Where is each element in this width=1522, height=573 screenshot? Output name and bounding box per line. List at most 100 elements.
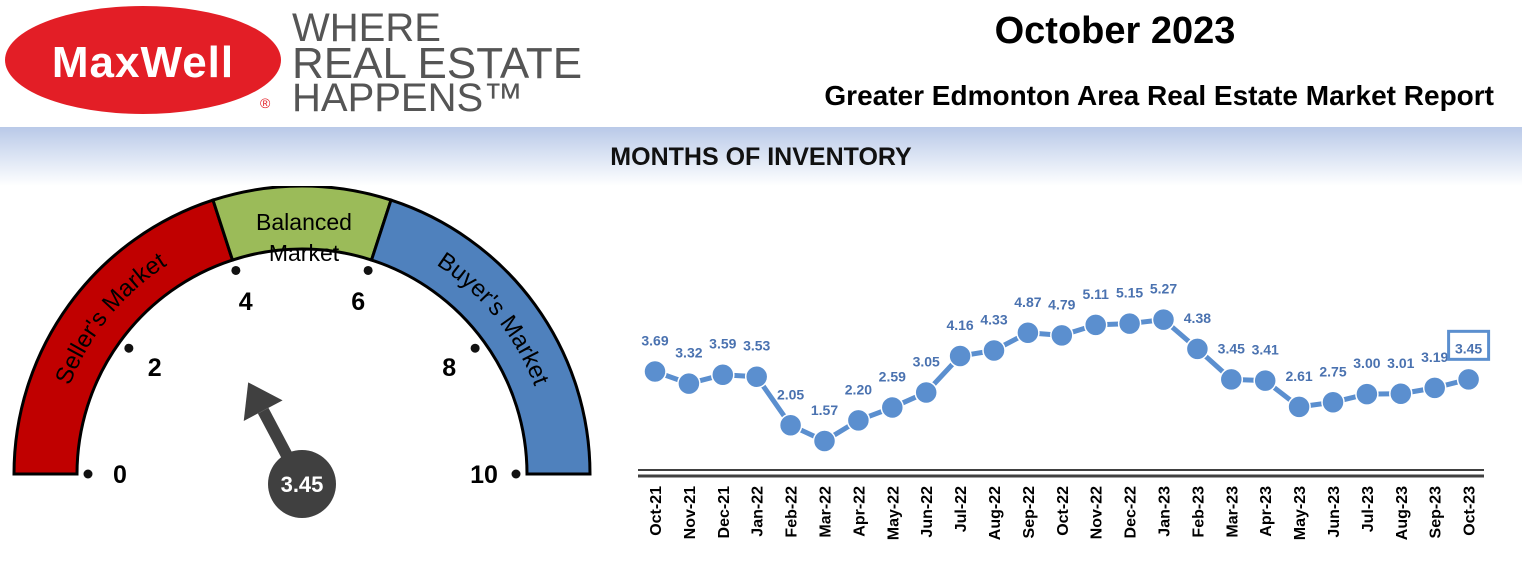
x-tick-label: Nov-22: [1089, 486, 1106, 539]
gauge-tick-label: 2: [148, 354, 162, 382]
data-label: 3.00: [1353, 355, 1380, 371]
data-point: [1219, 367, 1244, 392]
x-tick-label: Jun-22: [919, 486, 936, 538]
x-tick-label: Feb-22: [784, 486, 801, 538]
data-point: [1083, 313, 1108, 337]
data-point: [778, 413, 803, 438]
tagline-line-1: WHERE: [292, 6, 441, 50]
gauge-tick-dot: [124, 343, 134, 353]
data-point: [1456, 367, 1481, 392]
x-tick-label: May-23: [1292, 486, 1309, 540]
x-tick-label: Oct-23: [1462, 486, 1479, 536]
gauge-tick-label: 4: [239, 288, 253, 316]
x-tick-label: Jun-23: [1326, 486, 1343, 538]
data-point: [1253, 368, 1277, 393]
x-tick-label: Mar-23: [1224, 486, 1241, 538]
gauge-zone-sellers: [12, 198, 235, 476]
needle-arrowhead: [243, 382, 283, 421]
data-label: 3.05: [913, 353, 940, 369]
data-point: [1050, 323, 1074, 348]
data-label: 3.41: [1252, 342, 1279, 358]
data-label: 2.05: [777, 386, 804, 402]
data-point: [677, 371, 701, 396]
data-label: 2.59: [879, 369, 906, 385]
data-label: 4.79: [1048, 296, 1075, 312]
x-tick-label: Dec-22: [1123, 486, 1140, 539]
x-tick-label: Jan-22: [750, 486, 767, 537]
data-label: 3.45: [1218, 340, 1245, 356]
tagline-line-3: HAPPENS™: [292, 76, 524, 120]
data-point: [1117, 311, 1142, 336]
gauge-tick-label: 10: [470, 461, 498, 489]
data-label: 4.16: [946, 317, 973, 333]
data-point: [914, 380, 938, 405]
x-tick-label: Mar-22: [818, 486, 835, 538]
data-label: 3.53: [743, 338, 770, 354]
data-label: 5.27: [1150, 281, 1177, 297]
x-tick-label: Apr-23: [1258, 486, 1275, 537]
gauge-tick-dot: [363, 265, 373, 275]
logo-text: MaxWell: [51, 38, 235, 87]
data-point: [1422, 376, 1447, 400]
data-point: [1151, 307, 1176, 332]
x-tick-label: Sep-23: [1428, 486, 1445, 539]
tagline-line-2: REAL ESTATE: [292, 39, 583, 88]
gauge-tick-label: 0: [113, 461, 127, 489]
gauge-tick-dot: [470, 343, 480, 353]
data-point: [744, 364, 769, 389]
highlight-box: [1447, 329, 1491, 361]
data-label: 2.20: [845, 381, 872, 397]
section-band: [0, 127, 1522, 186]
inventory-line-chart: 3.69 Oct-21 3.32 Nov-21 3.59 Dec-21 3.53 Jan-22…: [638, 281, 1491, 540]
x-tick-label: Jan-23: [1157, 486, 1174, 537]
data-label: 3.19: [1421, 349, 1448, 365]
data-label: 5.15: [1116, 285, 1143, 301]
data-point: [711, 362, 735, 387]
inventory-gauge: Seller's Market Buyer's Market Balanced …: [12, 186, 592, 518]
data-point: [948, 344, 972, 368]
data-point: [880, 395, 905, 420]
report-title: October 2023: [994, 10, 1236, 52]
data-label: 3.69: [641, 332, 668, 348]
x-tick-label: Apr-22: [851, 486, 868, 537]
x-tick-label: Sep-22: [1021, 486, 1038, 539]
data-label: 4.33: [980, 311, 1007, 327]
data-label: 2.75: [1319, 363, 1346, 379]
data-label: 4.38: [1184, 310, 1211, 326]
registered-mark: ®: [260, 95, 271, 111]
data-point: [812, 429, 837, 453]
maxwell-logo[interactable]: [5, 6, 281, 114]
data-point: [982, 338, 1006, 363]
x-tick-label: Dec-21: [716, 486, 733, 539]
data-label: 3.45: [1455, 340, 1482, 356]
data-point: [1355, 382, 1379, 406]
data-point: [1016, 321, 1040, 345]
data-label: 5.11: [1082, 286, 1109, 302]
x-tick-label: Aug-22: [987, 486, 1004, 540]
report-subtitle: Greater Edmonton Area Real Estate Market…: [824, 80, 1494, 111]
data-point: [1185, 337, 1210, 361]
balanced-label-line-2: Market: [269, 240, 340, 266]
x-tick-label: Oct-21: [648, 486, 665, 536]
needle-hub: [268, 450, 336, 518]
x-tick-label: Feb-23: [1190, 486, 1207, 538]
gauge-tick-label: 8: [442, 354, 456, 382]
x-tick-label: Nov-21: [682, 486, 699, 539]
x-tick-label: May-22: [885, 486, 902, 540]
data-point: [1321, 390, 1345, 415]
data-label: 1.57: [811, 402, 838, 418]
gauge-zone-buyers: [369, 198, 592, 476]
gauge-tick-label: 6: [351, 288, 365, 316]
data-point: [1389, 382, 1413, 406]
data-point: [1287, 395, 1311, 419]
data-label: 4.87: [1014, 294, 1041, 310]
gauge-value-label: 3.45: [281, 472, 324, 497]
data-point: [643, 359, 667, 384]
balanced-label-line-1: Balanced: [256, 209, 352, 235]
x-tick-label: Oct-22: [1055, 486, 1072, 536]
gauge-tick-dot: [511, 469, 521, 479]
gauge-tick-dot: [231, 265, 241, 275]
x-tick-label: Jul-22: [953, 486, 970, 532]
gauge-tick-dot: [83, 469, 93, 479]
data-label: 3.59: [709, 336, 736, 352]
